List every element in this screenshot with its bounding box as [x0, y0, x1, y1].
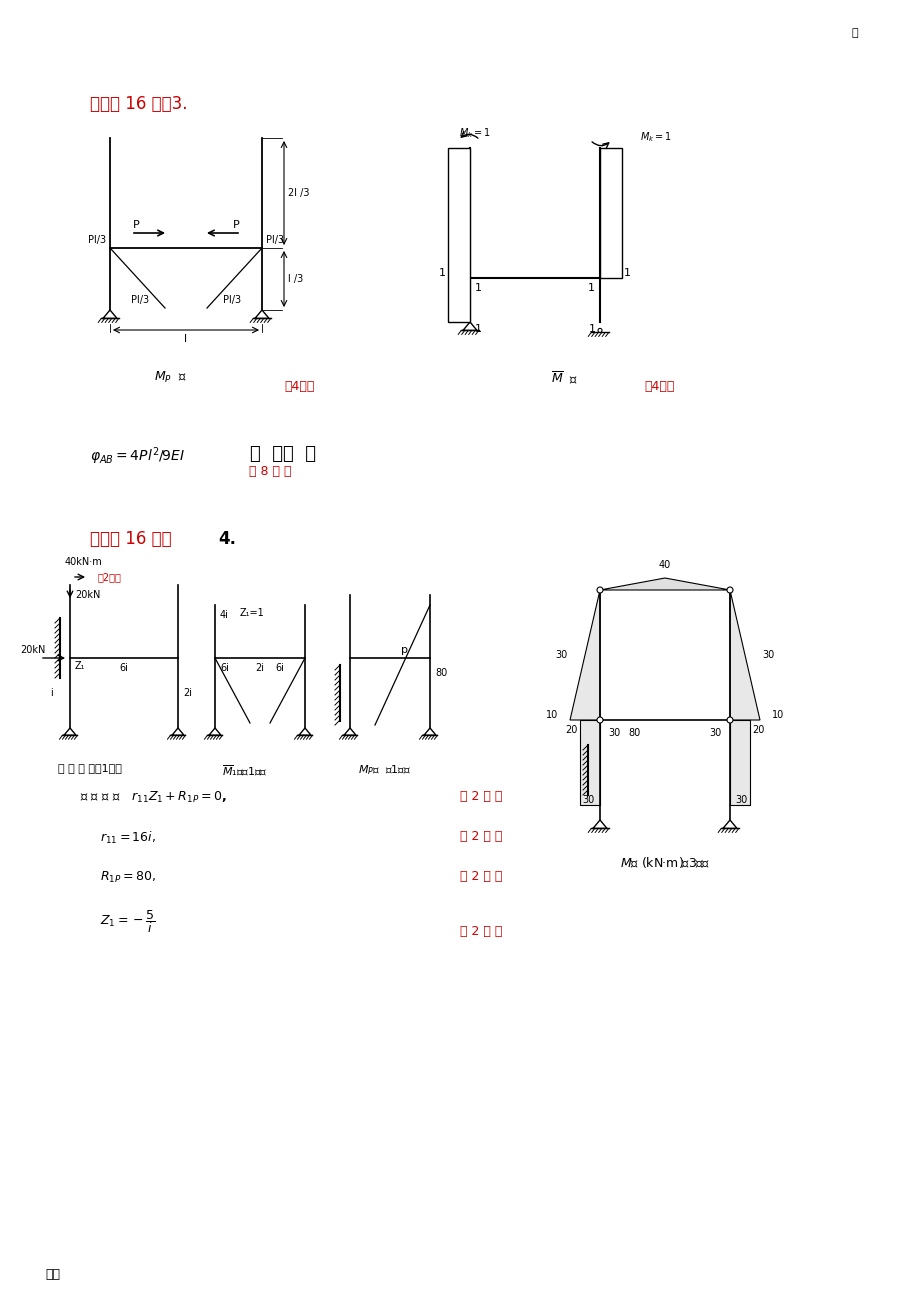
Text: $M_P$图  （1分）: $M_P$图 （1分）: [358, 763, 411, 777]
Text: Pl/3: Pl/3: [88, 235, 106, 244]
Polygon shape: [448, 148, 470, 322]
Text: 4i: 4i: [220, 610, 229, 620]
Text: i: i: [51, 688, 53, 698]
Text: （2分）: （2分）: [98, 572, 121, 582]
Polygon shape: [729, 720, 749, 805]
Text: （ 2 分 ）: （ 2 分 ）: [460, 870, 502, 883]
Circle shape: [597, 329, 601, 333]
Text: 典 型 方 程   $r_{11}Z_1 + R_{1P} = 0$,: 典 型 方 程 $r_{11}Z_1 + R_{1P} = 0$,: [80, 790, 226, 805]
Text: ．: ．: [851, 29, 857, 38]
Text: 2l /3: 2l /3: [288, 188, 309, 198]
Text: 20: 20: [565, 725, 577, 734]
Text: （4分）: （4分）: [285, 380, 315, 393]
Circle shape: [726, 718, 732, 723]
Text: $M$图 (kN·m)（3分）: $M$图 (kN·m)（3分）: [619, 855, 709, 870]
Circle shape: [726, 588, 732, 593]
Text: 1: 1: [474, 324, 481, 334]
Text: （本题 16 分）: （本题 16 分）: [90, 530, 172, 549]
Text: ；．: ；．: [45, 1268, 60, 1280]
Text: $\overline{M}$  图: $\overline{M}$ 图: [550, 370, 578, 386]
Text: （ 2 分 ）: （ 2 分 ）: [460, 790, 502, 803]
Text: 10: 10: [771, 710, 783, 720]
Text: （本题 16 分）3.: （本题 16 分）3.: [90, 95, 187, 113]
Text: 20kN: 20kN: [20, 645, 45, 655]
Polygon shape: [729, 590, 759, 720]
Text: Pl/3: Pl/3: [130, 295, 149, 306]
Text: 20kN: 20kN: [75, 590, 100, 601]
Text: Pl/3: Pl/3: [266, 235, 284, 244]
Text: 40kN·m: 40kN·m: [65, 556, 103, 567]
Text: Z₁: Z₁: [75, 660, 85, 671]
Text: $\overline{M}$₁图（1分）: $\overline{M}$₁图（1分）: [222, 763, 267, 777]
Text: $R_{1P} = 80$,: $R_{1P} = 80$,: [100, 870, 155, 885]
Text: $r_{11} = 16i$,: $r_{11} = 16i$,: [100, 829, 156, 846]
Text: l: l: [184, 334, 187, 345]
Text: 1: 1: [587, 283, 595, 292]
Text: 30: 30: [607, 728, 619, 738]
Text: 20: 20: [751, 725, 764, 734]
Text: 1: 1: [588, 324, 595, 334]
Polygon shape: [599, 578, 729, 590]
Text: （  ）（  ）: （ ）（ ）: [250, 445, 315, 463]
Text: 4.: 4.: [218, 530, 236, 549]
Text: 1: 1: [438, 268, 446, 278]
Text: 2i: 2i: [255, 663, 265, 673]
Text: l /3: l /3: [288, 274, 303, 283]
Text: 1: 1: [623, 268, 630, 278]
Text: 基 本 体 系（1分）: 基 本 体 系（1分）: [58, 763, 122, 773]
Text: （ 2 分 ）: （ 2 分 ）: [460, 926, 502, 939]
Text: 6i: 6i: [275, 663, 284, 673]
Text: p: p: [401, 645, 408, 655]
Text: P: P: [233, 220, 239, 230]
Text: 10: 10: [545, 710, 558, 720]
Text: $M_P$  图: $M_P$ 图: [153, 370, 187, 385]
Text: 80: 80: [435, 668, 447, 679]
Text: 30: 30: [709, 728, 721, 738]
Text: 30: 30: [555, 650, 567, 660]
Text: Pl/3: Pl/3: [222, 295, 241, 306]
Text: 40: 40: [658, 560, 670, 569]
Text: $M_k=1$: $M_k=1$: [459, 126, 491, 140]
Text: 30: 30: [761, 650, 774, 660]
Text: 80: 80: [628, 728, 640, 738]
Text: （ 2 分 ）: （ 2 分 ）: [460, 829, 502, 842]
Circle shape: [596, 718, 602, 723]
Text: （ 8 分 ）: （ 8 分 ）: [248, 465, 291, 478]
Text: $M_k=1$: $M_k=1$: [640, 130, 671, 144]
Text: 30: 30: [734, 796, 746, 805]
Text: 6i: 6i: [220, 663, 229, 673]
Polygon shape: [599, 148, 621, 278]
Text: 6i: 6i: [119, 663, 129, 673]
Text: P: P: [132, 220, 139, 230]
Text: 1: 1: [474, 283, 482, 292]
Circle shape: [596, 588, 602, 593]
Text: $Z_1 = -\dfrac{5}{i}$: $Z_1 = -\dfrac{5}{i}$: [100, 907, 155, 935]
Text: （4分）: （4分）: [644, 380, 675, 393]
Text: Z₁=1: Z₁=1: [240, 608, 265, 618]
Polygon shape: [579, 720, 599, 805]
Text: 30: 30: [582, 796, 595, 805]
Text: 2i: 2i: [183, 688, 192, 698]
Text: $\varphi_{AB} = 4Pl^2 / 9EI$: $\varphi_{AB} = 4Pl^2 / 9EI$: [90, 445, 185, 467]
Polygon shape: [570, 590, 599, 720]
